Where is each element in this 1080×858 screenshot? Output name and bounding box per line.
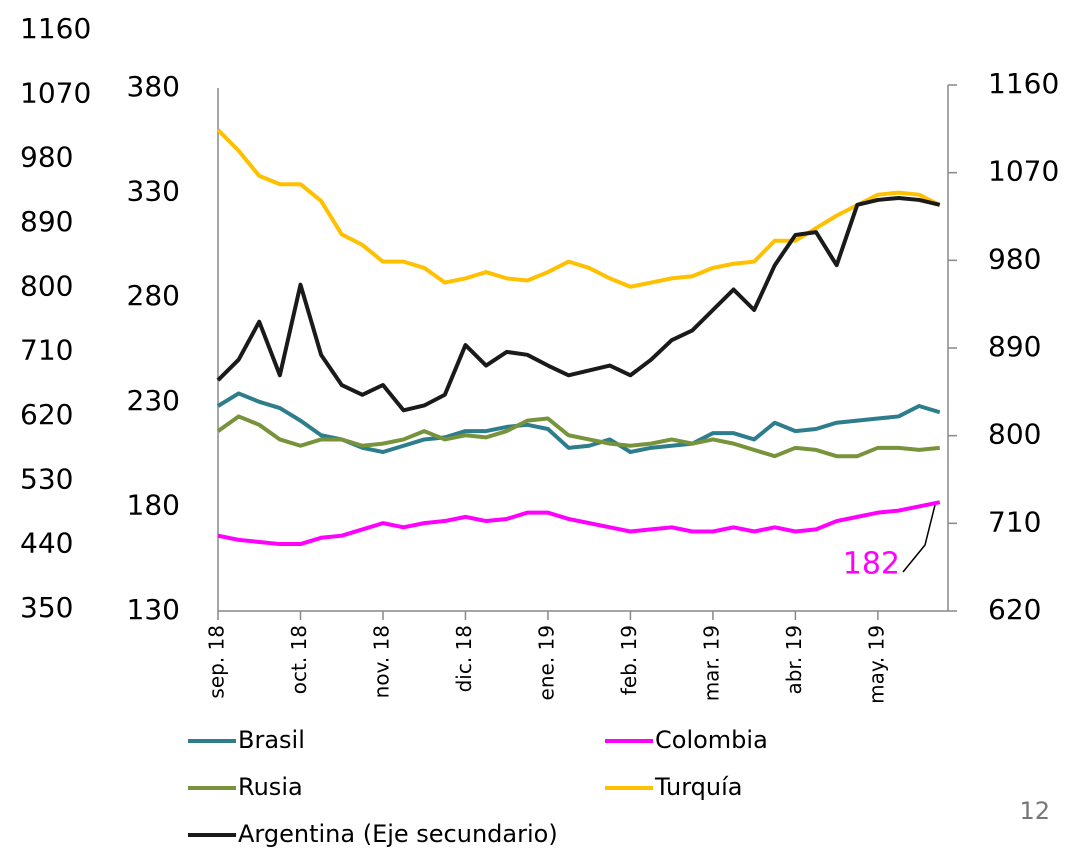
line-series [216,128,941,289]
x-tick-label: nov. 18 [369,625,393,698]
x-tick-label: dic. 18 [452,625,476,692]
line-series [216,195,941,413]
y2-tick-label: 710 [988,505,1041,538]
legend-label: Turquía [654,773,743,801]
annotation-leader [902,504,936,573]
y3-tick-label: 800 [20,269,73,302]
y3-tick-label: 440 [20,527,73,560]
y3-tick-label: 1070 [20,76,91,109]
y3-tick-label: 620 [20,398,73,431]
x-tick-label: feb. 19 [617,625,641,695]
legend-label: Argentina (Eje secundario) [238,820,558,848]
y-tick-label: 230 [127,384,180,417]
legend-label: Brasil [238,726,305,754]
x-tick-label: may. 19 [864,625,888,704]
y-tick-label: 280 [127,279,180,312]
y2-tick-label: 1070 [988,155,1059,188]
page-number: 12 [1019,797,1050,825]
line-series [216,414,940,459]
legend-label: Colombia [655,726,768,754]
x-tick-label: mar. 19 [699,625,723,701]
y3-tick-label: 890 [20,205,73,238]
x-tick-label: ene. 19 [534,625,558,700]
data-label: 182 [843,547,900,582]
line-series [216,391,941,455]
y3-tick-label: 1160 [20,12,91,45]
y-tick-label: 330 [127,175,180,208]
x-tick-label: sep. 18 [205,625,229,699]
y3-tick-label: 710 [20,334,73,367]
y2-tick-label: 1160 [988,67,1059,100]
y3-tick-label: 980 [20,141,73,174]
legend-label: Rusia [238,773,303,801]
y-tick-label: 380 [127,70,180,103]
y-tick-label: 130 [127,593,180,626]
y3-tick-label: 350 [20,591,73,624]
line-series [217,500,941,547]
y3-tick-label: 530 [20,462,73,495]
y-tick-label: 180 [127,488,180,521]
x-tick-label: abr. 19 [782,625,806,695]
y2-tick-label: 800 [988,418,1041,451]
x-tick-label: oct. 18 [287,625,311,694]
y2-tick-label: 890 [988,330,1041,363]
y2-tick-label: 980 [988,242,1041,275]
y2-tick-label: 620 [988,593,1041,626]
